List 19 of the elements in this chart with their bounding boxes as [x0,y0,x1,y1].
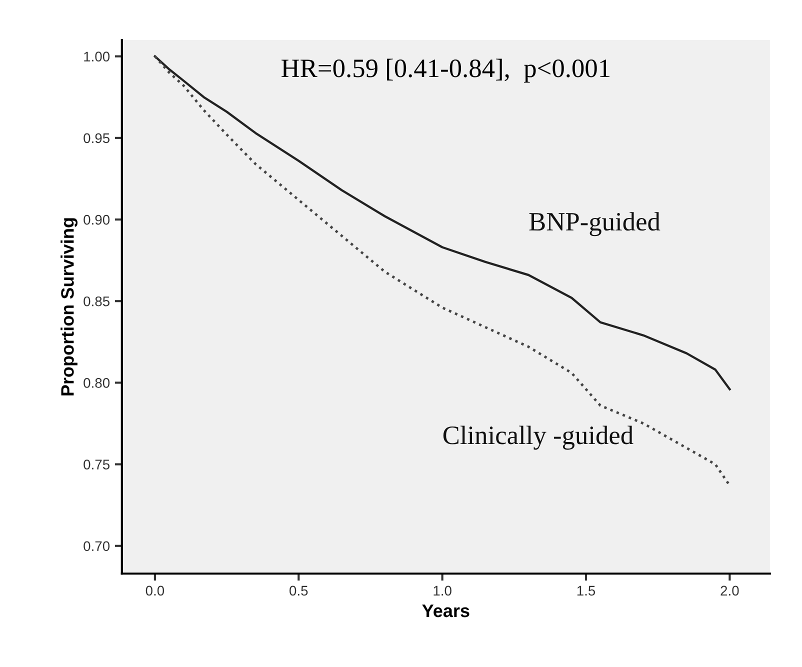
x-tick-label: 1.0 [434,586,452,596]
line-series [154,55,731,487]
x-tick-label: 2.0 [720,586,739,596]
y-tick-label: 0.90 [84,214,110,225]
x-axis-title: Years [422,604,470,618]
line-series [154,55,731,390]
y-tick-label: 0.95 [84,133,110,144]
y-tick-label: 1.00 [84,52,110,62]
series-label: BNP-guided [529,212,660,236]
y-tick-label: 0.70 [84,541,110,552]
x-tick-label: 0.0 [146,586,164,596]
x-tick-label: 1.5 [577,586,596,596]
y-tick-label: 0.75 [84,460,110,470]
y-tick-label: 0.85 [84,296,110,306]
annotation: HR=0.59 [0.41-0.84], p<0.001 [282,58,610,83]
series-label: Clinically -guided [443,426,634,450]
y-tick-label: 0.80 [84,378,110,388]
x-tick-label: 0.5 [290,586,308,596]
y-axis-title: Proportion Surviving [60,218,78,396]
